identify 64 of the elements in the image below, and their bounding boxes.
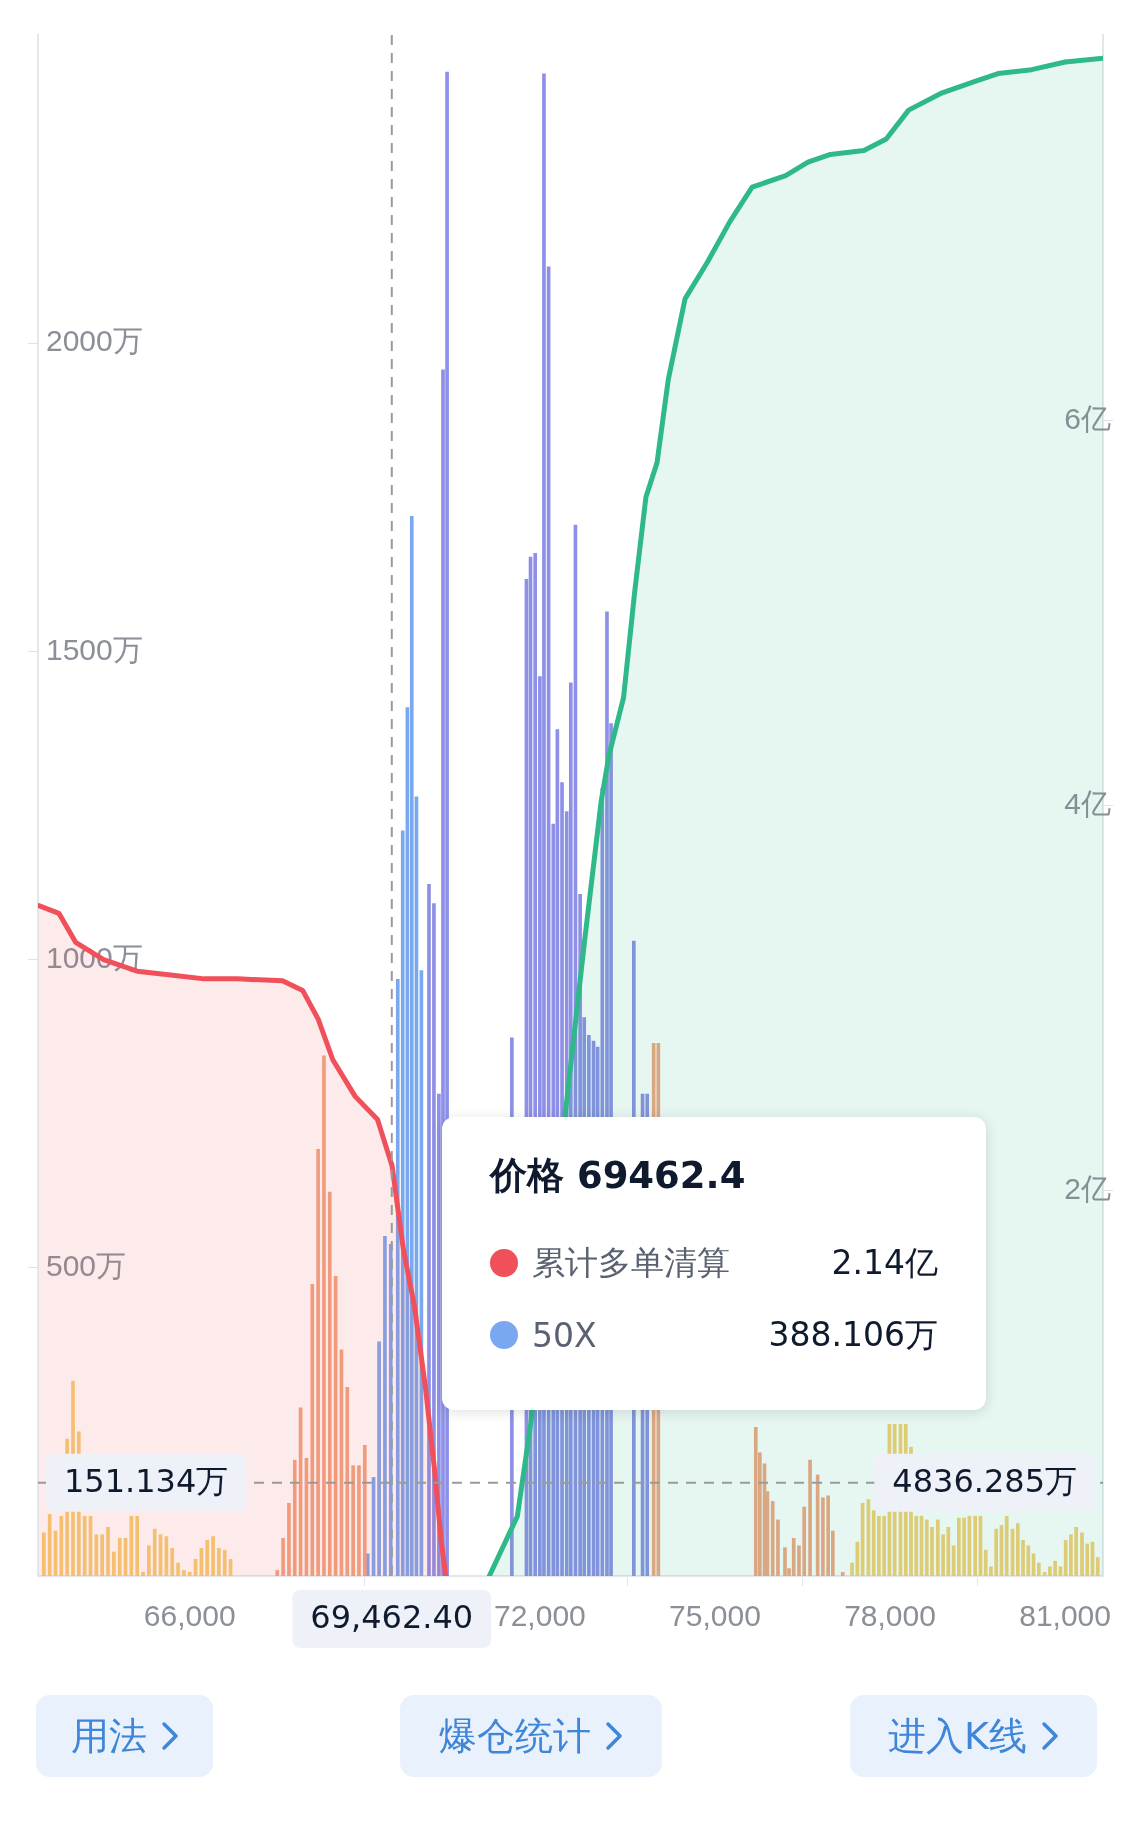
text: 爆仓统计 [439, 1712, 591, 1760]
bar [287, 1502, 291, 1576]
bar [292, 1459, 297, 1576]
bar [783, 1547, 787, 1576]
annotation: 累计多单清算 [532, 1241, 731, 1284]
y-tick-label: 500万 [46, 1249, 127, 1283]
bar [152, 1528, 157, 1576]
annotation: 价格 69462.4 [490, 1153, 747, 1199]
bar [316, 1149, 320, 1576]
bar [357, 1465, 361, 1576]
bar [310, 1284, 315, 1576]
x-tick-label: 81,000 [1019, 1599, 1111, 1633]
bar [47, 1514, 52, 1576]
y-tick-label: 1500万 [46, 632, 143, 666]
x-tick-label: 72,000 [493, 1599, 586, 1633]
bar [409, 516, 414, 1576]
bar [42, 1532, 46, 1576]
bar [383, 1236, 387, 1576]
bar [205, 1539, 210, 1576]
bar [100, 1534, 105, 1576]
bar [275, 1570, 280, 1576]
bar [217, 1547, 221, 1576]
bar [176, 1562, 180, 1576]
text: 用法 [70, 1712, 147, 1760]
bar [351, 1465, 355, 1576]
bar [345, 1387, 350, 1576]
bar [187, 1571, 192, 1576]
bar [106, 1526, 110, 1576]
bar [147, 1545, 151, 1576]
bar [281, 1538, 285, 1576]
bar [170, 1547, 175, 1576]
bar [327, 1191, 332, 1576]
bar [840, 1571, 845, 1576]
y2-tick-label: 4亿 [1064, 786, 1111, 820]
bar [362, 1444, 367, 1576]
bar [182, 1570, 186, 1576]
bar [808, 1459, 812, 1576]
x-tick-label: 78,000 [844, 1599, 936, 1633]
ref-line-label: 151.134万 [64, 1462, 229, 1501]
x-tick-label: 75,000 [669, 1599, 761, 1633]
annotation: 50X [532, 1315, 598, 1355]
bar [322, 1055, 326, 1576]
annotation: 4836.285万 [892, 1462, 1077, 1501]
bar [211, 1536, 215, 1576]
y-tick-label: 2000万 [46, 324, 143, 358]
bar [1004, 1515, 1009, 1576]
bar [82, 1515, 87, 1576]
bar [117, 1538, 122, 1576]
bar [222, 1549, 227, 1576]
bar [135, 1515, 140, 1576]
bar [1036, 1562, 1041, 1576]
y2-tick-label: 2亿 [1064, 1172, 1111, 1206]
text: 进入K线 [888, 1712, 1027, 1760]
x-tick-label: 66,000 [143, 1599, 236, 1633]
annotation: 2.14亿 [831, 1241, 938, 1284]
bar [141, 1571, 145, 1576]
bar [377, 1341, 381, 1576]
bar [753, 1427, 758, 1576]
bar [973, 1515, 978, 1576]
bar [112, 1551, 116, 1576]
bar [1095, 1557, 1100, 1576]
ref-line-label: 69,462.40 [310, 1598, 474, 1637]
y2-tick-label: 6亿 [1064, 401, 1111, 435]
annotation: 388.106万 [768, 1313, 938, 1356]
